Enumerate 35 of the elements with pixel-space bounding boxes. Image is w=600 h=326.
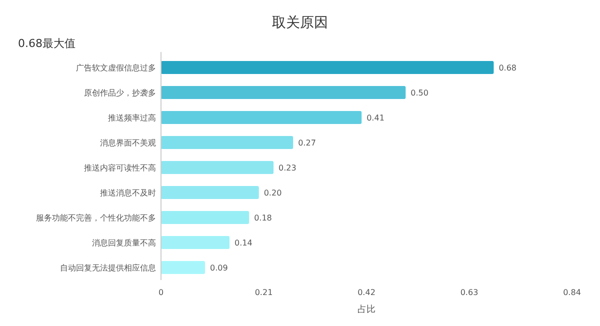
bar — [161, 136, 294, 149]
data-label: 0.27 — [298, 138, 316, 148]
data-label: 0.18 — [254, 214, 272, 222]
y-tick-label: 消息回复质量不高 — [92, 238, 156, 248]
y-tick-label: 原创作品少，抄袭多 — [84, 88, 156, 98]
y-tick-label: 推送频率过高 — [108, 114, 156, 122]
x-tick-label: 0.63 — [460, 288, 478, 297]
data-label: 0.23 — [278, 164, 296, 172]
y-tick-label: 推送内容可读性不高 — [84, 164, 156, 172]
bar — [161, 211, 250, 224]
bar — [161, 61, 494, 74]
bar — [161, 236, 230, 249]
bar — [161, 111, 362, 124]
data-label: 0.09 — [210, 264, 228, 272]
text: 0.68最大值 — [18, 37, 76, 50]
bar — [161, 86, 406, 99]
x-tick-label: 0.84 — [563, 288, 581, 297]
data-label: 0.68 — [498, 64, 517, 72]
y-tick-label: 消息界面不美观 — [100, 138, 156, 148]
data-label: 0.41 — [366, 114, 384, 122]
y-tick-label: 广告软文虚假信息过多 — [76, 64, 156, 72]
bar — [161, 186, 259, 199]
bar — [161, 161, 274, 174]
x-tick-label: 0.42 — [358, 288, 376, 297]
y-tick-label: 推送消息不及时 — [100, 188, 156, 198]
y-tick-label: 自动回复无法提供相应信息 — [60, 264, 156, 272]
x-tick-label: 0 — [158, 288, 164, 297]
data-label: 0.20 — [264, 188, 282, 198]
x-axis-title: 占比 — [358, 304, 376, 315]
data-label: 0.50 — [410, 88, 428, 98]
bar — [161, 261, 206, 274]
chart-title: 取关原因 — [272, 15, 328, 31]
data-label: 0.14 — [234, 238, 252, 248]
y-tick-label: 服务功能不完善，个性化功能不多 — [36, 214, 156, 222]
x-tick-label: 0.21 — [254, 288, 273, 297]
